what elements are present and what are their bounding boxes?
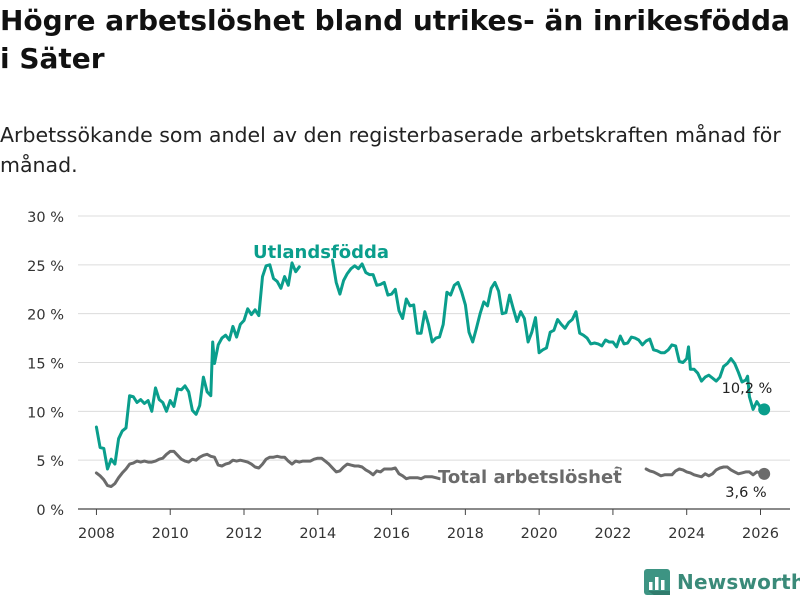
y-tick-label: 20 % — [27, 308, 64, 324]
series-label-total: Total arbetslöshet — [438, 467, 622, 488]
y-tick-label: 0 % — [36, 503, 64, 519]
x-tick-label: 2018 — [447, 526, 484, 542]
brand-name: Newsworthy — [677, 570, 800, 594]
chart-title: Högre arbetslöshet bland utrikes- än inr… — [0, 4, 790, 75]
chart-subtitle: Arbetssökande som andel av den registerb… — [0, 123, 781, 177]
x-tick-label: 2016 — [373, 526, 410, 542]
y-tick-label: 25 % — [27, 259, 64, 275]
x-tick-label: 2020 — [521, 526, 558, 542]
x-tick-label: 2014 — [299, 526, 336, 542]
x-tick-label: 2024 — [668, 526, 705, 542]
y-tick-label: 15 % — [27, 357, 64, 373]
x-tick-label: 2012 — [226, 526, 263, 542]
y-tick-label: 5 % — [36, 454, 64, 470]
newsworthy-logo[interactable]: Newsworthy — [644, 566, 800, 598]
x-tick-label: 2026 — [742, 526, 779, 542]
series-line-utlandsfodda — [94, 258, 766, 471]
end-label-total: 3,6 % — [725, 485, 766, 501]
series-line-total — [94, 449, 766, 488]
y-tick-label: 30 % — [27, 210, 64, 226]
x-tick-label: 2008 — [78, 526, 115, 542]
series-label-utlandsfodda: Utlandsfödda — [253, 242, 389, 263]
x-tick-label: 2022 — [594, 526, 631, 542]
end-label-utlandsfodda: 10,2 % — [722, 381, 773, 397]
end-point-total — [758, 467, 771, 480]
end-point-utlandsfodda — [758, 403, 771, 416]
bar-chart-icon — [644, 569, 670, 595]
x-tick-label: 2010 — [152, 526, 189, 542]
y-tick-label: 10 % — [27, 405, 64, 421]
